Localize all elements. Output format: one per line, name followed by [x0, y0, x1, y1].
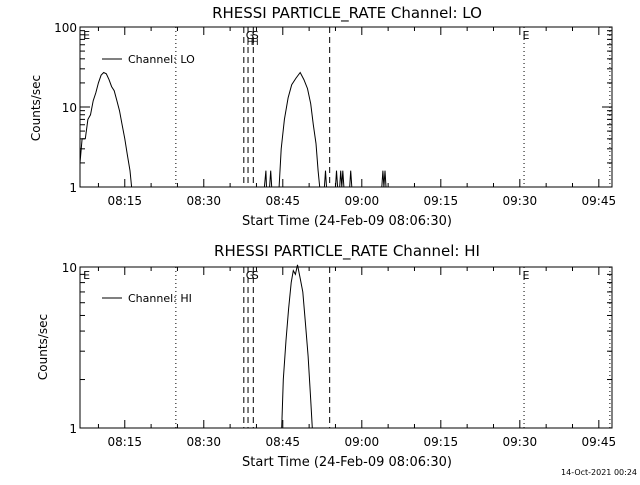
x-tick-label: 09:15 — [424, 194, 459, 208]
x-tick-label: 08:30 — [186, 194, 221, 208]
event-marker-label: G — [246, 29, 255, 42]
x-tick-label: 08:45 — [265, 194, 300, 208]
x-tick-label: 08:45 — [265, 435, 300, 449]
chart-marks: 08:15 08:30 08:45 09:00 09:15 09:30 09:45 1 10 E G… — [62, 261, 616, 449]
event-marker-label: E — [83, 29, 90, 42]
series-line-segment — [281, 264, 313, 429]
x-axis-label: Start Time (24-Feb-09 08:06:30) — [242, 214, 452, 229]
x-tick-label: 09:45 — [582, 435, 617, 449]
legend-entry: Channel: HI — [128, 292, 192, 305]
x-tick-label: 09:30 — [503, 435, 538, 449]
series-line-segment — [381, 170, 387, 188]
x-axis-label: Start Time (24-Feb-09 08:06:30) — [242, 455, 452, 470]
legend: Channel: HI — [102, 292, 192, 305]
footer-timestamp: 14-Oct-2021 00:24 — [561, 468, 637, 477]
event-marker-label: G — [246, 269, 255, 282]
y-tick-label: 10 — [62, 101, 77, 115]
x-tick-label: 09:15 — [424, 435, 459, 449]
chart-title: RHESSI PARTICLE_RATE Channel: HI — [214, 242, 480, 261]
y-axis-label: Counts/sec — [36, 314, 50, 380]
x-tick-label: 09:45 — [582, 194, 617, 208]
chart-title: RHESSI PARTICLE_RATE Channel: LO — [212, 4, 482, 23]
legend: Channel: LO — [102, 53, 195, 66]
series-line-segment — [263, 170, 273, 188]
legend-entry: Channel: LO — [128, 53, 195, 66]
x-tick-label: 08:30 — [186, 435, 221, 449]
series-line-segment — [79, 71, 133, 188]
chart-panel-hi: RHESSI PARTICLE_RATE Channel: HI Counts/… — [36, 242, 616, 470]
event-marker-label: E — [83, 269, 90, 282]
chart-panel-lo: RHESSI PARTICLE_RATE Channel: LO Counts/… — [29, 4, 616, 229]
event-marker-sublabel: H — [247, 38, 254, 48]
y-tick-label: 100 — [54, 21, 77, 35]
plot-frame — [79, 266, 613, 429]
y-tick-label: 1 — [69, 181, 77, 195]
y-axis-label: Counts/sec — [29, 75, 43, 141]
event-marker-label: E — [523, 269, 530, 282]
series-line-segment — [339, 170, 345, 188]
series-line-segment — [335, 170, 339, 188]
event-marker-label: S — [252, 269, 259, 282]
plot-frame — [79, 26, 613, 188]
event-marker-sublabel: H — [252, 38, 259, 48]
y-tick-label: 1 — [69, 422, 77, 436]
series-line-segment — [349, 170, 353, 188]
x-tick-label: 09:30 — [503, 194, 538, 208]
x-tick-label: 09:00 — [345, 435, 380, 449]
series-line-segment — [323, 170, 327, 188]
event-marker-label: S — [252, 29, 259, 42]
series-line-segment — [278, 71, 321, 188]
y-tick-label: 10 — [62, 261, 77, 275]
x-tick-label: 08:15 — [107, 194, 142, 208]
event-marker-label: E — [523, 29, 530, 42]
chart-marks: 08:15 08:30 08:45 09:00 09:15 09:30 09:45 1 10 10… — [54, 21, 616, 208]
x-tick-label: 09:00 — [345, 194, 380, 208]
x-tick-label: 08:15 — [107, 435, 142, 449]
